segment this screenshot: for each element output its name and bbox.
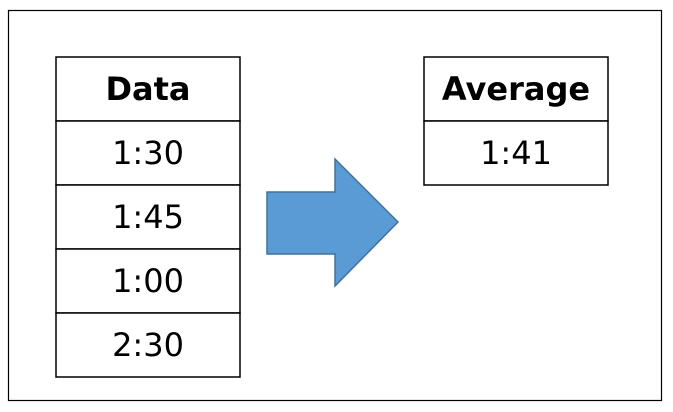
cell bbox=[55, 120, 241, 186]
average-table: Average 1:41 bbox=[423, 56, 609, 186]
cell-text: 1:45 bbox=[112, 198, 184, 236]
data-table: Data 1:30 1:45 1:00 2:30 bbox=[55, 56, 241, 378]
cell-text: 1:30 bbox=[112, 134, 184, 172]
cell bbox=[55, 184, 241, 250]
cell-text: 2:30 bbox=[112, 326, 184, 364]
arrow bbox=[266, 157, 400, 288]
cell bbox=[423, 120, 609, 186]
cell bbox=[55, 312, 241, 378]
header-text: Average bbox=[442, 70, 590, 108]
cell-text: 1:00 bbox=[112, 262, 184, 300]
header-text: Data bbox=[105, 70, 190, 108]
header-cell bbox=[55, 56, 241, 122]
cell-text: 1:41 bbox=[480, 134, 552, 172]
